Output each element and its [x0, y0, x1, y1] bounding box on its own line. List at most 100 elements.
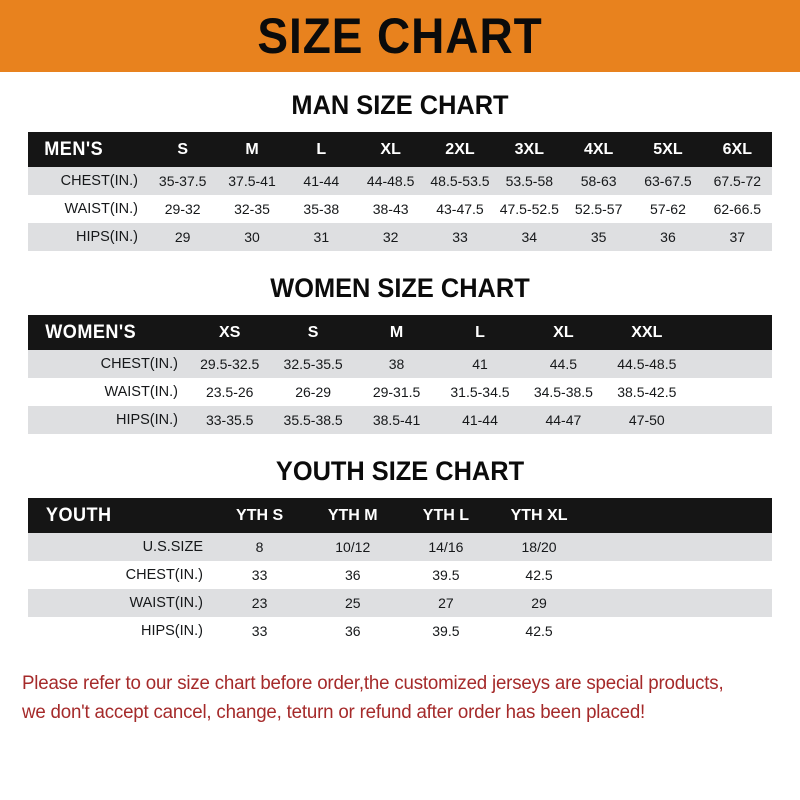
row-label: WAIST(IN.): [104, 384, 178, 400]
table-cell: 29.5-32.5: [200, 356, 260, 372]
table-cell: [586, 589, 679, 617]
row-label: CHEST(IN.): [60, 173, 138, 189]
table-cell: [679, 617, 772, 645]
column-header-xs: XS: [219, 323, 241, 341]
row-label: HIPS(IN.): [75, 229, 138, 245]
order-policy-note-line-2: we don't accept cancel, change, teturn o…: [22, 702, 646, 724]
table-cell: 34: [521, 229, 538, 245]
table-cell: [679, 561, 772, 589]
table-cell: 32-35: [234, 201, 270, 217]
table-row: WAIST(IN.) 23.5-26 26-29 29-31.5 31.5-34.5 34…: [28, 378, 772, 406]
table-cell: 27: [438, 595, 454, 611]
women-header-label: WOMEN'S: [45, 321, 137, 343]
youth-table-wrap: YOUTH YTH S YTH M YTH L YTH XL U.S.SIZE 8 10/12…: [28, 498, 772, 645]
spacer: [0, 72, 800, 90]
table-cell: 23.5-26: [205, 384, 254, 400]
table-cell: 31: [313, 229, 330, 245]
column-header-s: S: [307, 323, 319, 341]
spacer: [0, 434, 800, 456]
women-section: WOMEN SIZE CHART WOMEN'S XS S M L XL XXL CHEST(…: [0, 273, 800, 434]
table-cell: 23: [251, 595, 268, 611]
table-cell: 39.5: [432, 623, 460, 639]
table-cell: 33: [251, 567, 268, 583]
table-cell: 10/12: [335, 539, 371, 555]
youth-section: YOUTH SIZE CHART YOUTH YTH S YTH M YTH L YTH…: [0, 456, 800, 645]
table-cell: 43-47.5: [436, 201, 484, 217]
table-cell: 38: [388, 356, 405, 372]
column-header-l: L: [316, 140, 327, 158]
table-row: CHEST(IN.) 35-37.5 37.5-41 41-44 44-48.5 48.5…: [28, 167, 772, 195]
table-cell: [689, 406, 772, 434]
column-header-xxl: XXL: [631, 323, 663, 341]
table-cell: 38.5-42.5: [617, 384, 677, 400]
table-cell: [679, 533, 772, 561]
men-size-table: MEN'S S M L XL 2XL 3XL 4XL 5XL 6XL CHEST(IN.) 35-37…: [28, 132, 772, 251]
row-label: CHEST(IN.): [100, 356, 178, 372]
men-header-label: MEN'S: [44, 138, 104, 160]
table-cell: 41-44: [462, 412, 498, 428]
women-size-table: WOMEN'S XS S M L XL XXL CHEST(IN.) 29.5-32.5 32.5…: [28, 315, 772, 434]
table-cell: [689, 350, 772, 378]
men-table-wrap: MEN'S S M L XL 2XL 3XL 4XL 5XL 6XL CHEST(IN.) 35-37…: [28, 132, 772, 251]
table-cell: 25: [344, 595, 361, 611]
youth-section-title: YOUTH SIZE CHART: [275, 456, 525, 486]
spacer: [0, 304, 800, 315]
table-cell: 47-50: [628, 412, 665, 428]
column-header-5xl: 5XL: [653, 140, 683, 158]
table-cell: 29: [531, 595, 547, 611]
table-cell: 35-38: [303, 201, 340, 217]
table-cell: 18/20: [521, 539, 557, 555]
table-cell: [679, 589, 772, 617]
row-label: CHEST(IN.): [125, 567, 203, 583]
table-cell: 44.5: [549, 356, 578, 372]
table-row: HIPS(IN.) 33 36 39.5 42.5: [28, 617, 772, 645]
table-row: CHEST(IN.) 33 36 39.5 42.5: [28, 561, 772, 589]
table-cell: 35: [590, 229, 607, 245]
table-cell: [689, 378, 772, 406]
table-cell: 44-48.5: [366, 173, 415, 189]
column-header-yth-s: YTH S: [236, 506, 284, 524]
table-cell: 37.5-41: [228, 173, 276, 189]
table-cell: 38.5-41: [372, 412, 421, 428]
table-cell: 48.5-53.5: [430, 173, 490, 189]
table-cell: 38-43: [372, 201, 409, 217]
table-cell: 63-67.5: [644, 173, 692, 189]
table-cell: 67.5-72: [713, 173, 762, 189]
table-row: HIPS(IN.) 29 30 31 32 33 34 35 36 37: [28, 223, 772, 251]
table-cell: 26-29: [295, 384, 332, 400]
table-cell: 33: [452, 229, 468, 245]
column-header-xl: XL: [553, 323, 574, 341]
column-header-6xl: 6XL: [722, 140, 752, 158]
youth-header-label: YOUTH: [45, 504, 112, 526]
table-cell: 30: [244, 229, 260, 245]
table-cell: 57-62: [650, 201, 686, 217]
women-section-title: WOMEN SIZE CHART: [270, 273, 530, 303]
table-cell: 32: [382, 229, 399, 245]
table-cell: 33-35.5: [205, 412, 254, 428]
table-cell: 14/16: [428, 539, 464, 555]
table-cell: 44-47: [545, 412, 582, 428]
spacer: [0, 121, 800, 132]
column-header-yth-xl: YTH XL: [510, 506, 568, 524]
table-cell: 34.5-38.5: [533, 384, 593, 400]
table-cell: [586, 533, 679, 561]
column-header-m: M: [245, 140, 259, 158]
table-cell: 41: [472, 356, 488, 372]
table-cell: 29-32: [164, 201, 201, 217]
column-header-4xl: 4XL: [583, 140, 614, 158]
table-row: CHEST(IN.) 29.5-32.5 32.5-35.5 38 41 44.5 44.5…: [28, 350, 772, 378]
table-cell: 53.5-58: [505, 173, 554, 189]
table-cell: 36: [660, 229, 676, 245]
page-title: SIZE CHART: [257, 8, 543, 64]
column-header-2xl: 2XL: [445, 140, 475, 158]
table-cell: 31.5-34.5: [450, 384, 510, 400]
row-label: U.S.SIZE: [142, 539, 203, 555]
row-label: WAIST(IN.): [129, 595, 203, 611]
spacer: [0, 251, 800, 273]
row-label: HIPS(IN.): [140, 623, 203, 639]
spacer: [0, 645, 800, 663]
page-banner: SIZE CHART: [0, 0, 800, 72]
column-header-empty: [689, 315, 772, 350]
women-table-header-row: WOMEN'S XS S M L XL XXL: [28, 315, 772, 350]
